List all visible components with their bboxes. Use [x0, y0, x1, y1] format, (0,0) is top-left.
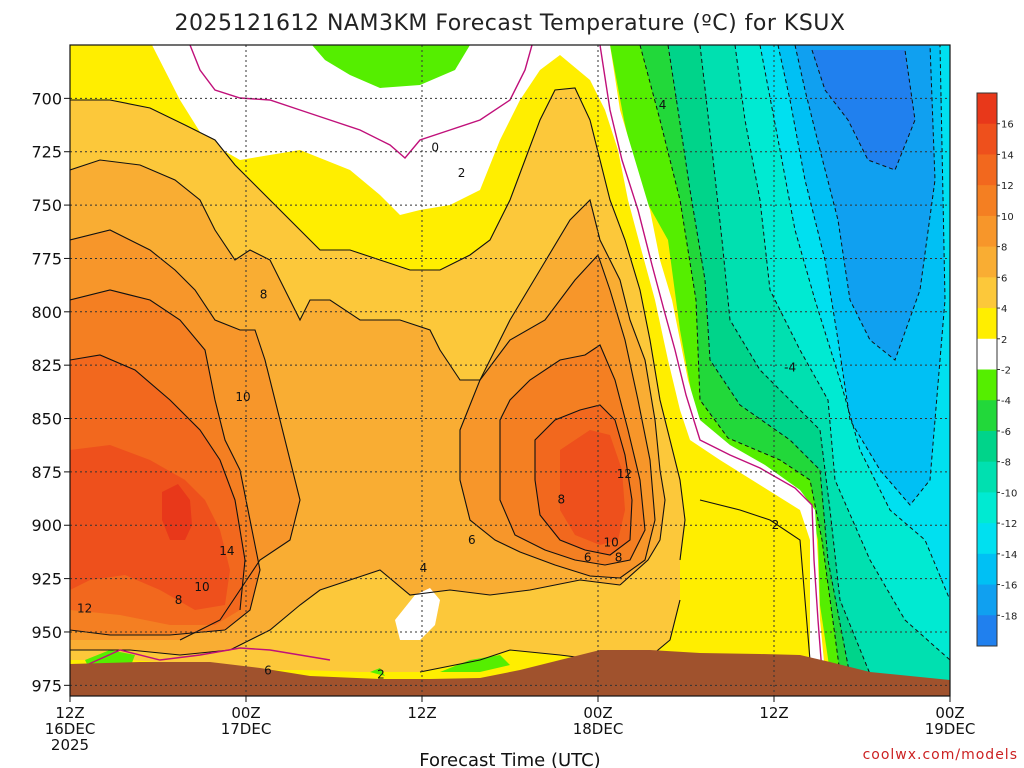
contour-label: 6 [264, 663, 272, 677]
colorbar-swatch [977, 154, 997, 186]
colorbar-label: -12 [1001, 519, 1017, 530]
colorbar-swatch [977, 400, 997, 432]
field-green-top [312, 45, 470, 88]
x-tick-label: 12Z [407, 704, 436, 722]
contour-label: 12 [617, 467, 632, 481]
colorbar-label: 4 [1001, 304, 1007, 315]
chart-title: 2025121612 NAM3KM Forecast Temperature (… [175, 11, 846, 36]
colorbar-label: -6 [1001, 427, 1011, 438]
colorbar-swatch [977, 492, 997, 524]
x-tick-label: 12Z [55, 704, 84, 722]
colorbar-swatch [977, 338, 997, 370]
colorbar-swatch [977, 308, 997, 340]
colorbar-label: -2 [1001, 366, 1011, 377]
contour-label: 8 [615, 550, 623, 564]
colorbar-label: 12 [1001, 181, 1014, 192]
contour-label: 2 [772, 518, 780, 532]
zero-contour [79, 45, 823, 673]
plot-border [69, 44, 951, 697]
y-tick-label: 925 [31, 570, 62, 589]
colorbar-label: -16 [1001, 581, 1017, 592]
y-axis: 700 725 750 775 800 825 850 875 900 925 950 975 [31, 89, 70, 695]
contour-label: 2 [377, 668, 385, 682]
contour-label: 10 [194, 580, 209, 594]
contour-lines [70, 87, 811, 673]
colorbar-label: -4 [1001, 396, 1011, 407]
terrain [70, 650, 950, 696]
contour-label: 12 [77, 601, 92, 615]
colorbar-label: 8 [1001, 243, 1007, 254]
contour-label: 14 [219, 544, 234, 558]
grid [69, 45, 951, 696]
contour-label: 8 [175, 593, 183, 607]
credit-text: coolwx.com/models [863, 747, 1018, 763]
field-white-pocket [395, 588, 440, 640]
x-tick-label: 18DEC [573, 720, 624, 738]
y-tick-label: 900 [31, 516, 62, 535]
colorbar-swatch [977, 430, 997, 463]
colorbar-label: 10 [1001, 212, 1014, 223]
y-tick-label: 975 [31, 676, 62, 695]
colorbar-label: 6 [1001, 273, 1007, 284]
colorbar-label: 14 [1001, 150, 1014, 161]
y-tick-label: 875 [31, 463, 62, 482]
y-tick-label: 725 [31, 143, 62, 162]
colorbar-label: 16 [1001, 120, 1014, 131]
x-tick-label: 17DEC [221, 720, 272, 738]
colorbar: 16 14 12 10 8 6 4 2 -2 -4 -6 -8 -10 -12 -14 -16 -18 [976, 92, 1017, 647]
y-tick-label: 750 [31, 196, 62, 215]
y-tick-label: 775 [31, 249, 62, 268]
field-white [152, 45, 825, 672]
contour-label: 2 [458, 166, 466, 180]
contour-label: -4 [784, 360, 796, 374]
field-deepblue [812, 50, 915, 170]
colorbar-swatch [977, 584, 997, 616]
field-14 [70, 430, 625, 610]
x-tick-label: 00Z [231, 704, 260, 722]
contour-label: 8 [558, 493, 566, 507]
contour-label: 10 [235, 390, 250, 404]
contour-label: 6 [468, 533, 476, 547]
x-tick-label: 00Z [583, 704, 612, 722]
colorbar-swatch [977, 185, 997, 217]
contour-label: 0 [431, 140, 439, 154]
y-tick-label: 800 [31, 303, 62, 322]
colorbar-label: -10 [1001, 488, 1017, 499]
colorbar-swatch [977, 93, 997, 125]
x-tick-label: 2025 [51, 736, 89, 754]
plot-area [70, 45, 950, 696]
x-tick-label: 12Z [759, 704, 788, 722]
colorbar-swatch [977, 246, 997, 278]
x-tick-label: 19DEC [925, 720, 976, 738]
contour-label: 6 [584, 550, 592, 564]
colorbar-label: -14 [1001, 550, 1017, 561]
colorbar-swatch [977, 123, 997, 155]
y-tick-label: 825 [31, 356, 62, 375]
contour-label: 8 [260, 288, 268, 302]
y-tick-label: 950 [31, 623, 62, 642]
colorbar-swatch [977, 615, 997, 647]
colorbar-swatch [977, 553, 997, 586]
negative-contours [639, 45, 950, 677]
contour-label: 10 [604, 535, 619, 549]
colorbar-swatch [977, 215, 997, 248]
colorbar-swatch [977, 369, 997, 401]
x-tick-label: 16DEC [45, 720, 96, 738]
colorbar-label: -18 [1001, 611, 1017, 622]
contour-label: 4 [420, 561, 428, 575]
colorbar-swatch [977, 277, 997, 309]
x-tick-label: 00Z [935, 704, 964, 722]
colorbar-label: -8 [1001, 458, 1011, 469]
x-axis-label: Forecast Time (UTC) [419, 750, 600, 768]
colorbar-swatch [977, 523, 997, 555]
field-16 [162, 484, 192, 540]
y-tick-label: 700 [31, 89, 62, 108]
contour-label: 4 [659, 98, 667, 112]
colorbar-swatch [977, 461, 997, 493]
y-tick-label: 850 [31, 410, 62, 429]
colorbar-label: 2 [1001, 335, 1007, 346]
